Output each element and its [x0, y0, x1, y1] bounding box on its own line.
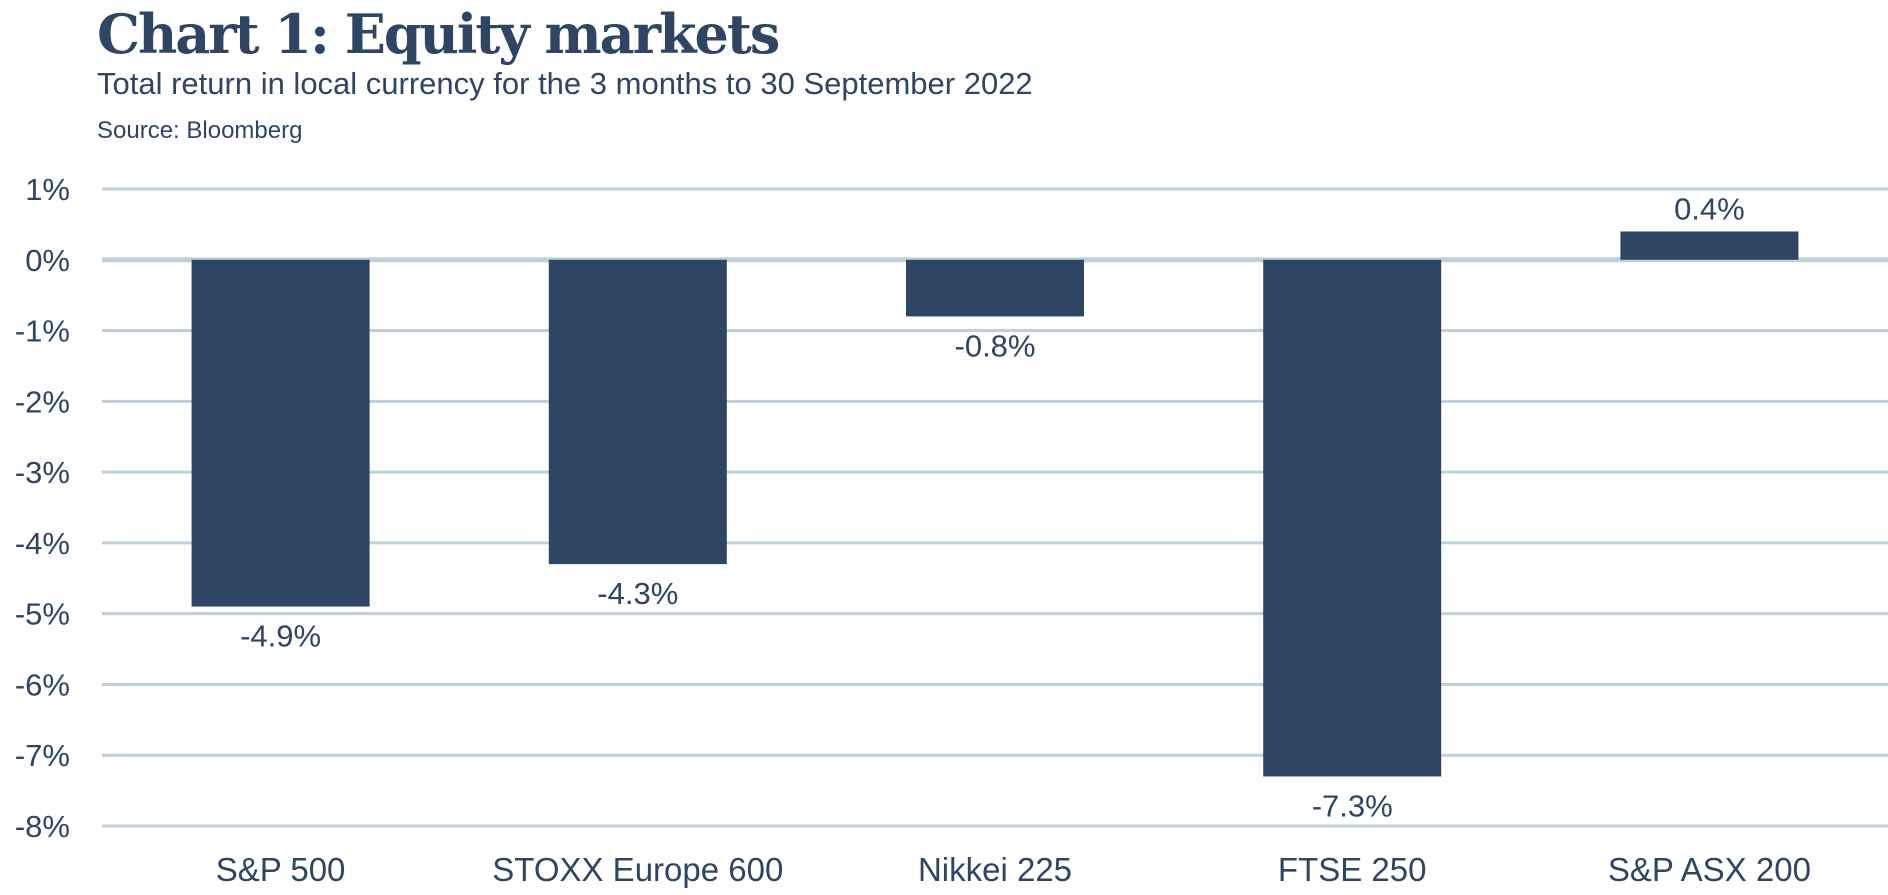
bar — [1620, 231, 1799, 260]
data-label: -7.3% — [1312, 788, 1393, 823]
data-label: 0.4% — [1674, 191, 1745, 226]
y-tick-label: -6% — [15, 667, 70, 702]
y-tick-label: 1% — [25, 172, 70, 207]
y-tick-label: -5% — [15, 597, 70, 632]
y-tick-label: -7% — [15, 738, 70, 773]
x-category-label: S&P ASX 200 — [1608, 851, 1811, 888]
x-category-label: Nikkei 225 — [918, 851, 1072, 888]
y-tick-label: -4% — [15, 526, 70, 561]
chart-title: Chart 1: Equity markets — [97, 2, 780, 66]
y-tick-label: -3% — [15, 455, 70, 490]
x-category-label: S&P 500 — [216, 851, 346, 888]
data-label: -4.3% — [597, 576, 678, 611]
chart-source: Source: Bloomberg — [97, 117, 303, 144]
y-tick-label: -8% — [15, 809, 70, 844]
chart-subtitle: Total return in local currency for the 3… — [97, 66, 1033, 101]
y-tick-label: -1% — [15, 314, 70, 349]
data-label: -4.9% — [240, 619, 321, 654]
data-label: -0.8% — [955, 328, 1036, 363]
bar — [191, 259, 370, 607]
y-tick-label: -2% — [15, 384, 70, 419]
x-category-label: STOXX Europe 600 — [492, 851, 783, 888]
y-tick-label: 0% — [25, 243, 70, 278]
x-category-label: FTSE 250 — [1278, 851, 1427, 888]
bar — [906, 259, 1084, 317]
bar — [548, 259, 727, 565]
bar — [1263, 259, 1442, 777]
